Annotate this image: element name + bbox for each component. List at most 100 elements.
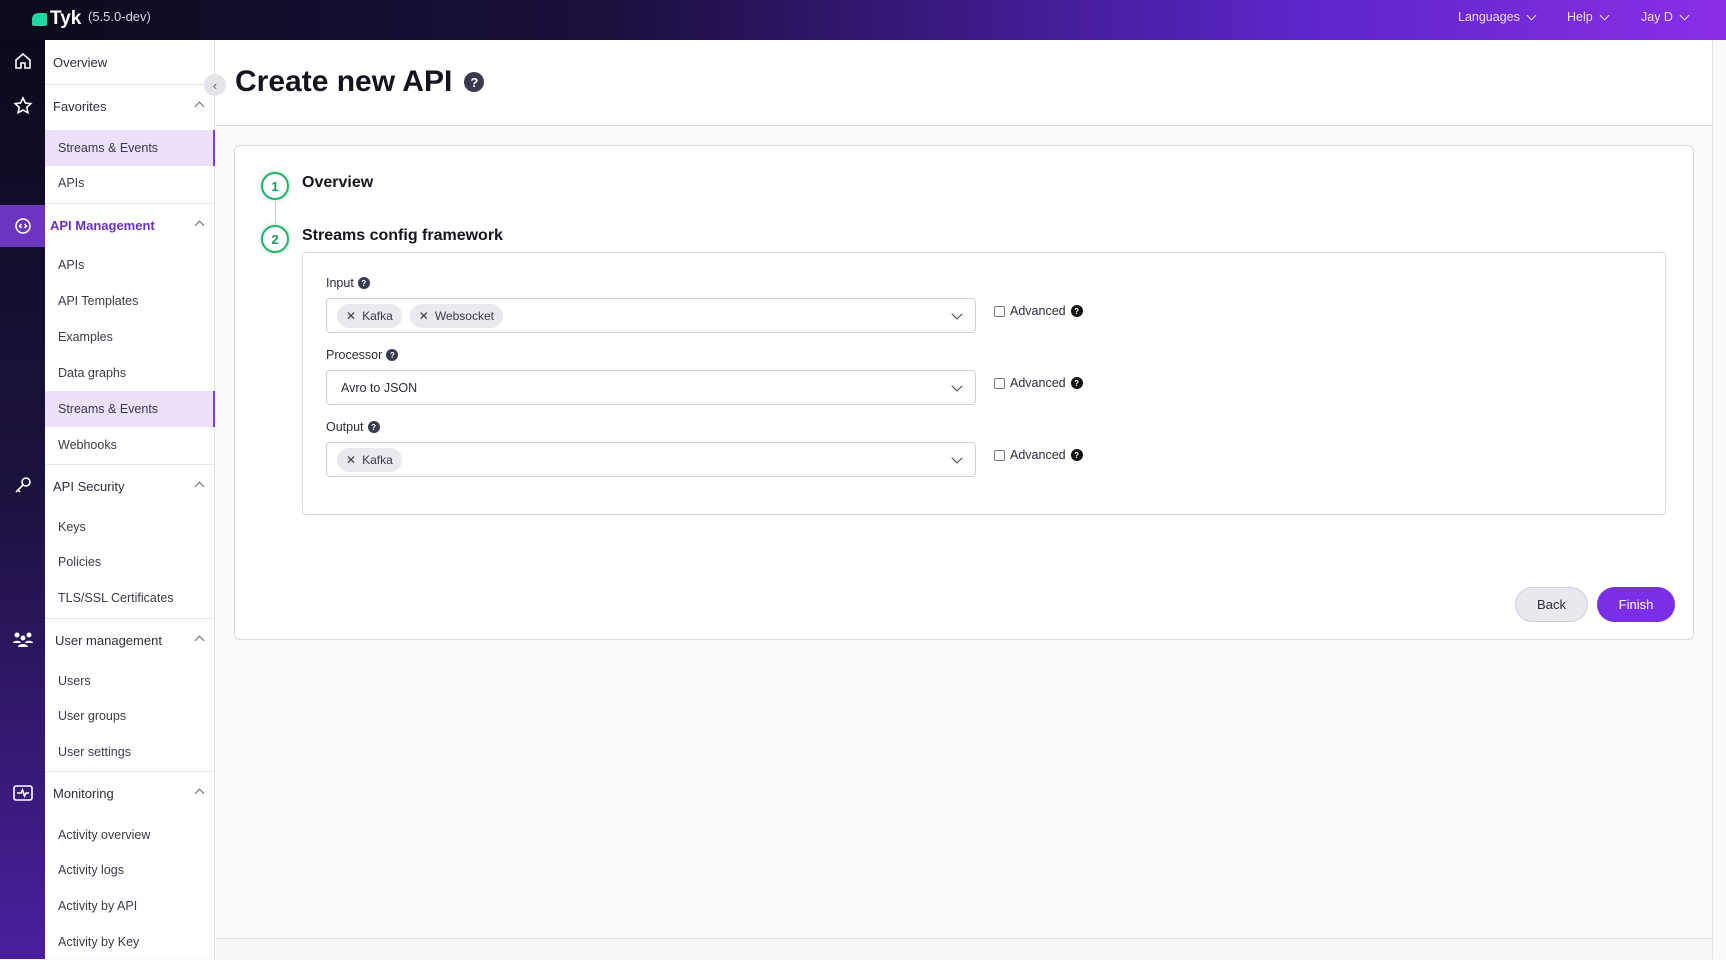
chevron-down-icon bbox=[1599, 10, 1610, 20]
sidebar-group-api-management[interactable]: API Management bbox=[45, 203, 215, 247]
checkbox[interactable] bbox=[994, 377, 1005, 389]
checkbox[interactable] bbox=[994, 305, 1005, 317]
help-icon[interactable]: ? bbox=[1070, 305, 1083, 317]
sidebar-item-overview[interactable]: Overview bbox=[45, 40, 215, 84]
sidebar-item-activity-by-api[interactable]: Activity by API bbox=[45, 888, 215, 924]
checkbox[interactable] bbox=[994, 449, 1005, 461]
remove-icon[interactable]: ✕ bbox=[346, 452, 357, 467]
home-icon[interactable] bbox=[0, 41, 45, 81]
sidebar-item-user-groups[interactable]: User groups bbox=[45, 698, 215, 734]
advanced-label: Advanced bbox=[1010, 448, 1066, 462]
advanced-label: Advanced bbox=[1010, 304, 1066, 318]
tyk-logo[interactable]: Tyk bbox=[32, 8, 81, 30]
icon-bar bbox=[0, 40, 45, 959]
collapse-sidebar-button[interactable]: ‹ bbox=[204, 74, 226, 96]
processor-advanced-checkbox[interactable]: Advanced? bbox=[994, 376, 1083, 390]
chip-label: Kafka bbox=[362, 308, 393, 323]
help-label: Help bbox=[1567, 10, 1593, 24]
key-icon[interactable] bbox=[0, 465, 45, 505]
sidebar-item-examples[interactable]: Examples bbox=[45, 319, 215, 355]
sidebar-item-policies[interactable]: Policies bbox=[45, 544, 215, 580]
item-label: Data graphs bbox=[58, 366, 127, 380]
sidebar-item-activity-logs[interactable]: Activity logs bbox=[45, 852, 215, 888]
monitoring-icon[interactable] bbox=[0, 773, 45, 813]
help-icon[interactable]: ? bbox=[386, 349, 399, 361]
output-label: Output? bbox=[326, 420, 380, 434]
sidebar-item-keys[interactable]: Keys bbox=[45, 509, 215, 545]
item-label: User groups bbox=[58, 709, 127, 723]
processor-select[interactable]: Avro to JSON bbox=[326, 370, 976, 405]
output-advanced-checkbox[interactable]: Advanced? bbox=[994, 448, 1083, 462]
item-label: User settings bbox=[58, 745, 131, 759]
sidebar-item-data-graphs[interactable]: Data graphs bbox=[45, 355, 215, 391]
star-icon[interactable] bbox=[0, 86, 45, 126]
item-label: Activity by API bbox=[58, 899, 138, 913]
item-label: Policies bbox=[58, 555, 102, 569]
output-select[interactable]: ✕ Kafka bbox=[326, 442, 976, 477]
group-label: API Security bbox=[53, 479, 125, 494]
step-1-title: Overview bbox=[302, 174, 374, 191]
item-label: Activity by Key bbox=[58, 935, 140, 949]
input-select[interactable]: ✕ Kafka ✕ Websocket bbox=[326, 298, 976, 333]
remove-icon[interactable]: ✕ bbox=[346, 308, 357, 323]
sidebar-item-streams-events[interactable]: Streams & Events bbox=[45, 391, 215, 427]
users-icon[interactable] bbox=[0, 619, 45, 659]
sidebar-group-favorites[interactable]: Favorites bbox=[45, 84, 215, 128]
sidebar-item-activity-by-key[interactable]: Activity by Key bbox=[45, 924, 215, 960]
user-label: Jay D bbox=[1641, 10, 1673, 24]
sidebar-group-monitoring[interactable]: Monitoring bbox=[45, 771, 215, 815]
group-label: Monitoring bbox=[53, 786, 114, 801]
input-advanced-checkbox[interactable]: Advanced? bbox=[994, 304, 1083, 318]
chevron-down-icon bbox=[951, 380, 963, 392]
finish-button[interactable]: Finish bbox=[1597, 587, 1675, 622]
item-label: Activity overview bbox=[58, 828, 151, 842]
sidebar-group-user-management[interactable]: User management bbox=[45, 618, 215, 662]
step-2-indicator[interactable]: 2 bbox=[261, 225, 289, 253]
chevron-up-icon bbox=[194, 101, 205, 112]
chevron-up-icon bbox=[194, 220, 205, 231]
item-label: Users bbox=[58, 674, 91, 688]
back-button[interactable]: Back bbox=[1515, 587, 1588, 622]
item-label: API Templates bbox=[58, 294, 139, 308]
sidebar-item-webhooks[interactable]: Webhooks bbox=[45, 427, 215, 463]
sidebar-item-favorites-streams[interactable]: Streams & Events bbox=[45, 130, 215, 166]
group-label: User management bbox=[55, 633, 162, 648]
help-icon[interactable]: ? bbox=[464, 72, 485, 92]
remove-icon[interactable]: ✕ bbox=[418, 308, 429, 323]
advanced-label: Advanced bbox=[1010, 376, 1066, 390]
scrollbar[interactable] bbox=[1712, 40, 1726, 959]
chevron-down-icon bbox=[1526, 10, 1537, 20]
item-label: Activity logs bbox=[58, 863, 124, 877]
help-icon[interactable]: ? bbox=[1070, 449, 1083, 461]
sidebar-item-user-settings[interactable]: User settings bbox=[45, 734, 215, 770]
languages-label: Languages bbox=[1458, 10, 1520, 24]
chevron-up-icon bbox=[194, 635, 205, 646]
help-icon[interactable]: ? bbox=[367, 421, 380, 433]
chip-kafka: ✕ Kafka bbox=[337, 303, 402, 328]
help-menu[interactable]: Help bbox=[1567, 10, 1610, 24]
sidebar-group-api-security[interactable]: API Security bbox=[45, 464, 215, 508]
sidebar-item-favorites-apis[interactable]: APIs bbox=[45, 165, 215, 201]
step-2-title: Streams config framework bbox=[302, 227, 503, 244]
help-icon[interactable]: ? bbox=[357, 277, 370, 289]
sidebar-item-certificates[interactable]: TLS/SSL Certificates bbox=[45, 580, 215, 616]
logo-text: Tyk bbox=[50, 8, 82, 29]
chevron-down-icon bbox=[951, 308, 963, 320]
sidebar-item-apis[interactable]: APIs bbox=[45, 247, 215, 283]
step-1-indicator[interactable]: 1 bbox=[261, 172, 289, 200]
languages-menu[interactable]: Languages bbox=[1458, 10, 1537, 24]
top-header: Tyk (5.5.0-dev) Languages Help Jay D bbox=[0, 0, 1726, 40]
api-management-icon[interactable] bbox=[0, 205, 45, 247]
step-connector bbox=[275, 201, 276, 225]
sidebar-item-users[interactable]: Users bbox=[45, 663, 215, 699]
user-menu[interactable]: Jay D bbox=[1641, 10, 1690, 24]
sidebar-item-activity-overview[interactable]: Activity overview bbox=[45, 817, 215, 853]
item-label: Streams & Events bbox=[58, 402, 159, 416]
processor-label: Processor? bbox=[326, 348, 399, 362]
help-icon[interactable]: ? bbox=[1070, 377, 1083, 389]
item-label: APIs bbox=[58, 176, 85, 190]
item-label: Streams & Events bbox=[58, 141, 159, 155]
output-label-text: Output bbox=[326, 420, 364, 434]
sidebar-item-api-templates[interactable]: API Templates bbox=[45, 283, 215, 319]
input-label: Input? bbox=[326, 276, 370, 290]
